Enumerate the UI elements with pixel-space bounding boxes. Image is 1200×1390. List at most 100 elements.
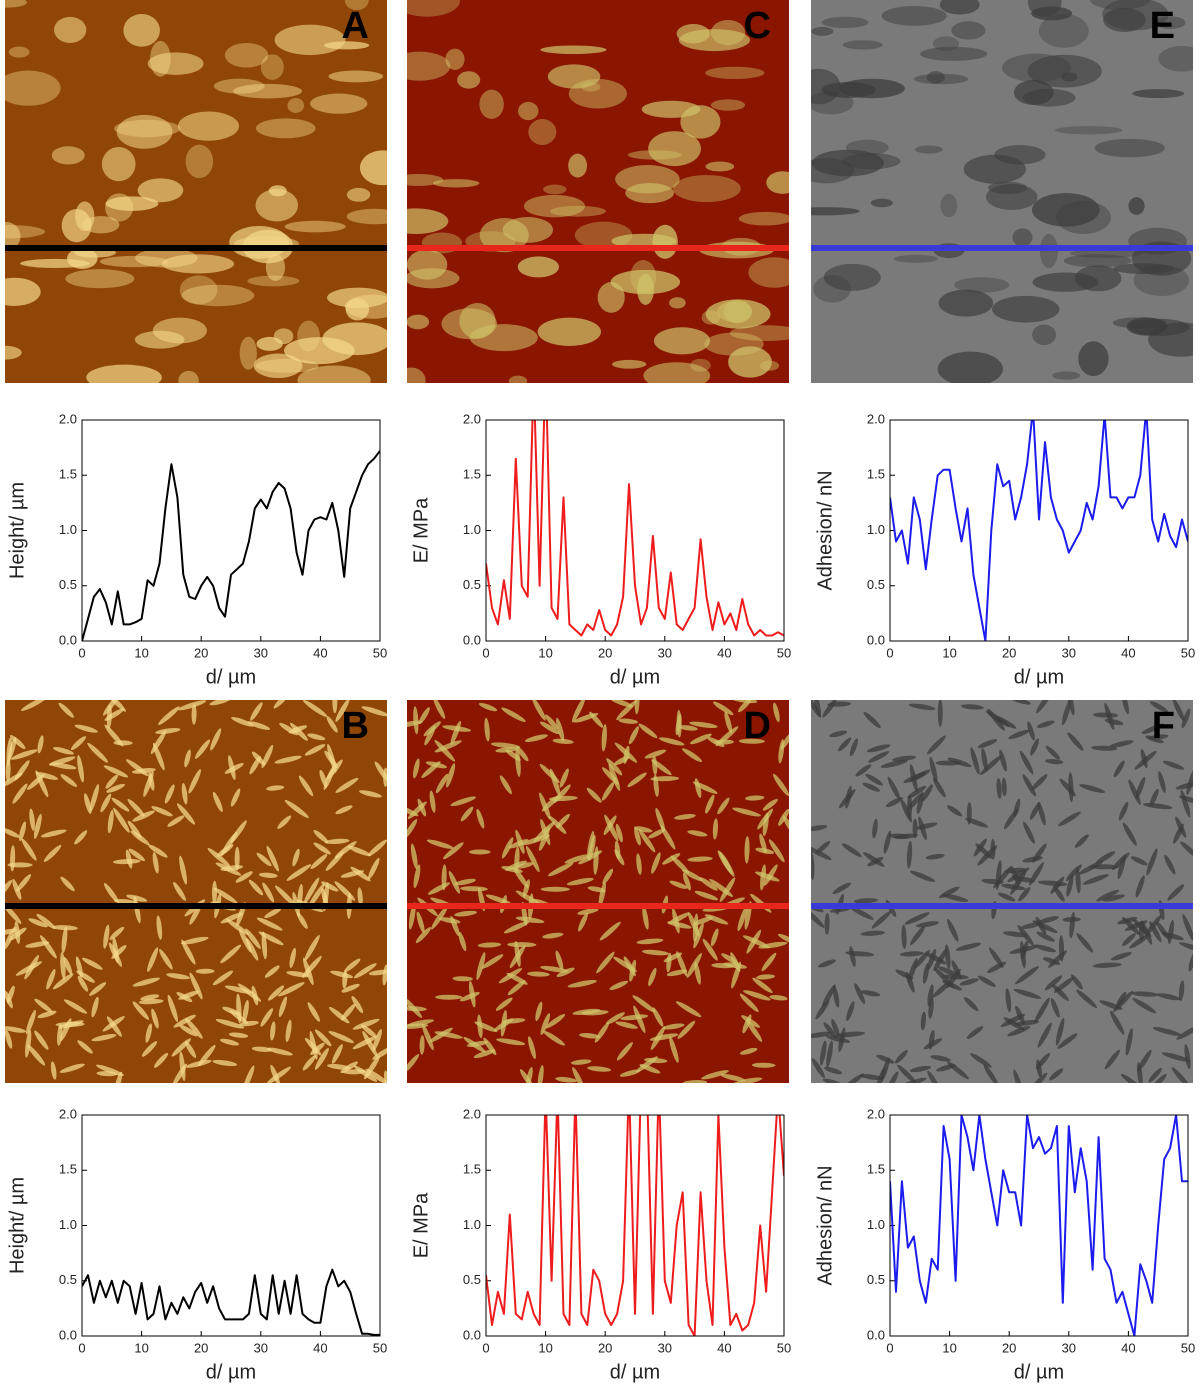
texture [335, 700, 350, 722]
texture [738, 700, 752, 713]
texture [773, 702, 780, 723]
texture [278, 996, 288, 1018]
texture [116, 114, 173, 149]
texture [1001, 53, 1071, 83]
texture [1029, 862, 1044, 886]
texture [883, 830, 892, 854]
texture [674, 813, 696, 820]
texture [977, 975, 996, 987]
texture [128, 848, 146, 862]
texture [1145, 735, 1164, 744]
texture [720, 1073, 746, 1082]
texture [522, 879, 530, 898]
texture [1078, 341, 1109, 377]
texture [1172, 700, 1185, 722]
texture [644, 1057, 668, 1064]
texture [1014, 876, 1035, 883]
texture [601, 724, 607, 752]
texture [40, 829, 67, 838]
texture [977, 845, 998, 866]
x-tick-label: 50 [373, 645, 387, 660]
texture [5, 345, 22, 360]
texture [675, 1001, 702, 1018]
texture [454, 878, 476, 886]
texture [351, 995, 364, 1014]
texture [230, 788, 241, 807]
texture [321, 881, 339, 892]
texture [1176, 1025, 1193, 1040]
texture [1031, 1072, 1048, 1083]
texture [1117, 917, 1138, 925]
y-tick-label: 0.5 [867, 1272, 885, 1287]
texture [922, 963, 930, 984]
texture [540, 1013, 551, 1036]
texture [1049, 1068, 1064, 1081]
texture [5, 277, 41, 306]
texture [866, 744, 891, 753]
texture [431, 905, 448, 930]
texture [669, 297, 686, 309]
x-tick-label: 40 [1121, 1340, 1135, 1355]
texture [357, 887, 363, 907]
x-tick-label: 10 [134, 1340, 148, 1355]
texture [985, 183, 1038, 210]
texture [413, 706, 419, 735]
texture [1021, 922, 1040, 929]
texture [209, 700, 232, 706]
texture [140, 994, 160, 1001]
y-tick-label: 0.0 [867, 1327, 885, 1342]
texture [135, 248, 198, 268]
texture [818, 959, 836, 968]
texture [860, 990, 881, 997]
x-tick-label: 40 [313, 645, 327, 660]
texture [1078, 860, 1104, 875]
x-tick-label: 0 [886, 645, 893, 660]
texture [310, 93, 368, 114]
texture [573, 713, 599, 723]
texture [751, 1062, 776, 1068]
texture [220, 944, 242, 964]
texture [407, 314, 430, 330]
texture [1053, 977, 1075, 993]
texture [292, 848, 300, 867]
texture [284, 220, 346, 233]
texture [171, 1038, 191, 1057]
texture [528, 1036, 536, 1060]
texture [829, 730, 847, 738]
x-axis-label: d/ µm [1014, 666, 1064, 688]
texture [328, 1006, 350, 1024]
texture [114, 1071, 123, 1083]
texture [887, 776, 901, 800]
texture [611, 359, 647, 369]
texture [650, 1026, 666, 1051]
texture [609, 980, 628, 990]
texture [74, 830, 88, 845]
texture [927, 735, 946, 755]
texture [1038, 916, 1060, 924]
texture [212, 1059, 238, 1067]
texture [587, 1066, 612, 1072]
texture [460, 806, 474, 822]
y-tick-label: 1.5 [59, 1162, 77, 1177]
texture [705, 794, 715, 814]
texture [50, 1061, 57, 1080]
texture [627, 772, 647, 788]
texture [251, 751, 266, 766]
texture [407, 208, 449, 234]
texture [855, 764, 872, 777]
texture [418, 707, 430, 725]
texture [539, 826, 550, 851]
texture [5, 828, 20, 838]
texture [5, 759, 11, 782]
texture [156, 915, 163, 940]
texture [307, 1002, 321, 1022]
texture [1037, 1022, 1052, 1048]
texture [15, 961, 43, 976]
texture [247, 275, 300, 287]
texture [578, 912, 588, 932]
texture [712, 818, 718, 840]
texture [572, 1008, 601, 1015]
texture [638, 723, 658, 739]
texture [247, 721, 271, 730]
afm-image [5, 0, 387, 383]
